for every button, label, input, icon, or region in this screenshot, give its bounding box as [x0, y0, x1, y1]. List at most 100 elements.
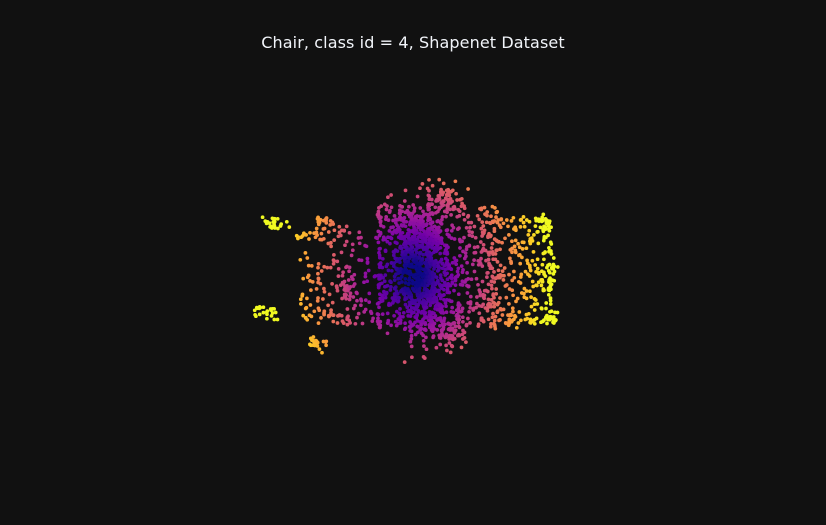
cloud-point — [377, 305, 381, 309]
cloud-point — [502, 274, 506, 278]
cloud-point — [328, 293, 332, 297]
cloud-point — [531, 259, 535, 263]
cloud-point — [344, 294, 348, 298]
cloud-point — [417, 271, 421, 275]
cloud-point — [493, 227, 497, 231]
cloud-point — [355, 291, 359, 295]
cloud-point — [419, 262, 423, 266]
cloud-point — [379, 224, 383, 228]
cloud-point — [531, 285, 535, 289]
cloud-point — [331, 222, 335, 226]
cloud-point — [389, 323, 393, 327]
cloud-point — [455, 313, 459, 317]
cloud-point — [274, 311, 278, 315]
cloud-point — [485, 307, 489, 311]
cloud-point — [408, 211, 412, 215]
cloud-point — [549, 240, 553, 244]
cloud-point — [415, 240, 419, 244]
cloud-point — [262, 311, 266, 315]
cloud-point — [494, 315, 498, 319]
cloud-point — [418, 215, 422, 219]
cloud-point — [449, 351, 453, 355]
cloud-point — [467, 221, 471, 225]
cloud-point — [414, 305, 418, 309]
cloud-point — [490, 266, 494, 270]
cloud-point — [398, 307, 402, 311]
cloud-point — [450, 334, 454, 338]
cloud-point — [436, 280, 440, 284]
cloud-point — [514, 300, 518, 304]
cloud-point — [464, 340, 468, 344]
cloud-point — [295, 234, 299, 238]
cloud-point — [377, 313, 381, 317]
cloud-point — [481, 280, 485, 284]
cloud-point — [430, 198, 434, 202]
cloud-point — [319, 282, 323, 286]
cloud-point — [474, 251, 478, 255]
cloud-point — [548, 310, 552, 314]
cloud-point — [525, 317, 529, 321]
cloud-point — [446, 228, 450, 232]
cloud-point — [335, 260, 339, 264]
cloud-point — [445, 310, 449, 314]
cloud-point — [422, 214, 426, 218]
cloud-point — [479, 240, 483, 244]
cloud-point — [510, 239, 514, 243]
cloud-point — [462, 212, 466, 216]
cloud-point — [261, 215, 265, 219]
cloud-point — [528, 220, 532, 224]
cloud-point — [499, 225, 503, 229]
cloud-point — [417, 310, 421, 314]
cloud-point — [355, 316, 359, 320]
cloud-point — [463, 280, 467, 284]
cloud-point — [366, 260, 370, 264]
cloud-point — [505, 283, 509, 287]
cloud-point — [425, 347, 429, 351]
cloud-point — [265, 312, 269, 316]
cloud-point — [447, 337, 451, 341]
cloud-point — [376, 320, 380, 324]
cloud-point — [435, 275, 439, 279]
cloud-point — [445, 250, 449, 254]
cloud-point — [536, 242, 540, 246]
cloud-point — [433, 205, 437, 209]
cloud-point — [443, 317, 447, 321]
cloud-point — [536, 257, 540, 261]
cloud-point — [526, 233, 530, 237]
cloud-point — [533, 322, 537, 326]
cloud-point — [384, 265, 388, 269]
cloud-point — [439, 201, 443, 205]
cloud-point — [389, 285, 393, 289]
cloud-point — [393, 278, 397, 282]
cloud-point — [445, 349, 449, 353]
cloud-point — [498, 247, 502, 251]
cloud-point — [442, 293, 446, 297]
cloud-point — [429, 319, 433, 323]
cloud-point — [331, 320, 335, 324]
cloud-point — [449, 310, 453, 314]
cloud-point — [472, 258, 476, 262]
cloud-point — [442, 288, 446, 292]
cloud-point — [518, 245, 522, 249]
cloud-point — [394, 217, 398, 221]
cloud-point — [446, 205, 450, 209]
cloud-point — [367, 300, 371, 304]
cloud-point — [343, 243, 347, 247]
cloud-point — [389, 280, 393, 284]
cloud-point — [530, 305, 534, 309]
cloud-point — [450, 229, 454, 233]
cloud-point — [440, 262, 444, 266]
cloud-point — [481, 319, 485, 323]
cloud-point — [423, 312, 427, 316]
cloud-point — [299, 302, 303, 306]
cloud-point — [410, 334, 414, 338]
cloud-point — [523, 225, 527, 229]
cloud-point — [421, 257, 425, 261]
cloud-point — [505, 218, 509, 222]
cloud-point — [423, 268, 427, 272]
cloud-point — [332, 253, 336, 257]
cloud-point — [422, 344, 426, 348]
cloud-point — [354, 322, 358, 326]
